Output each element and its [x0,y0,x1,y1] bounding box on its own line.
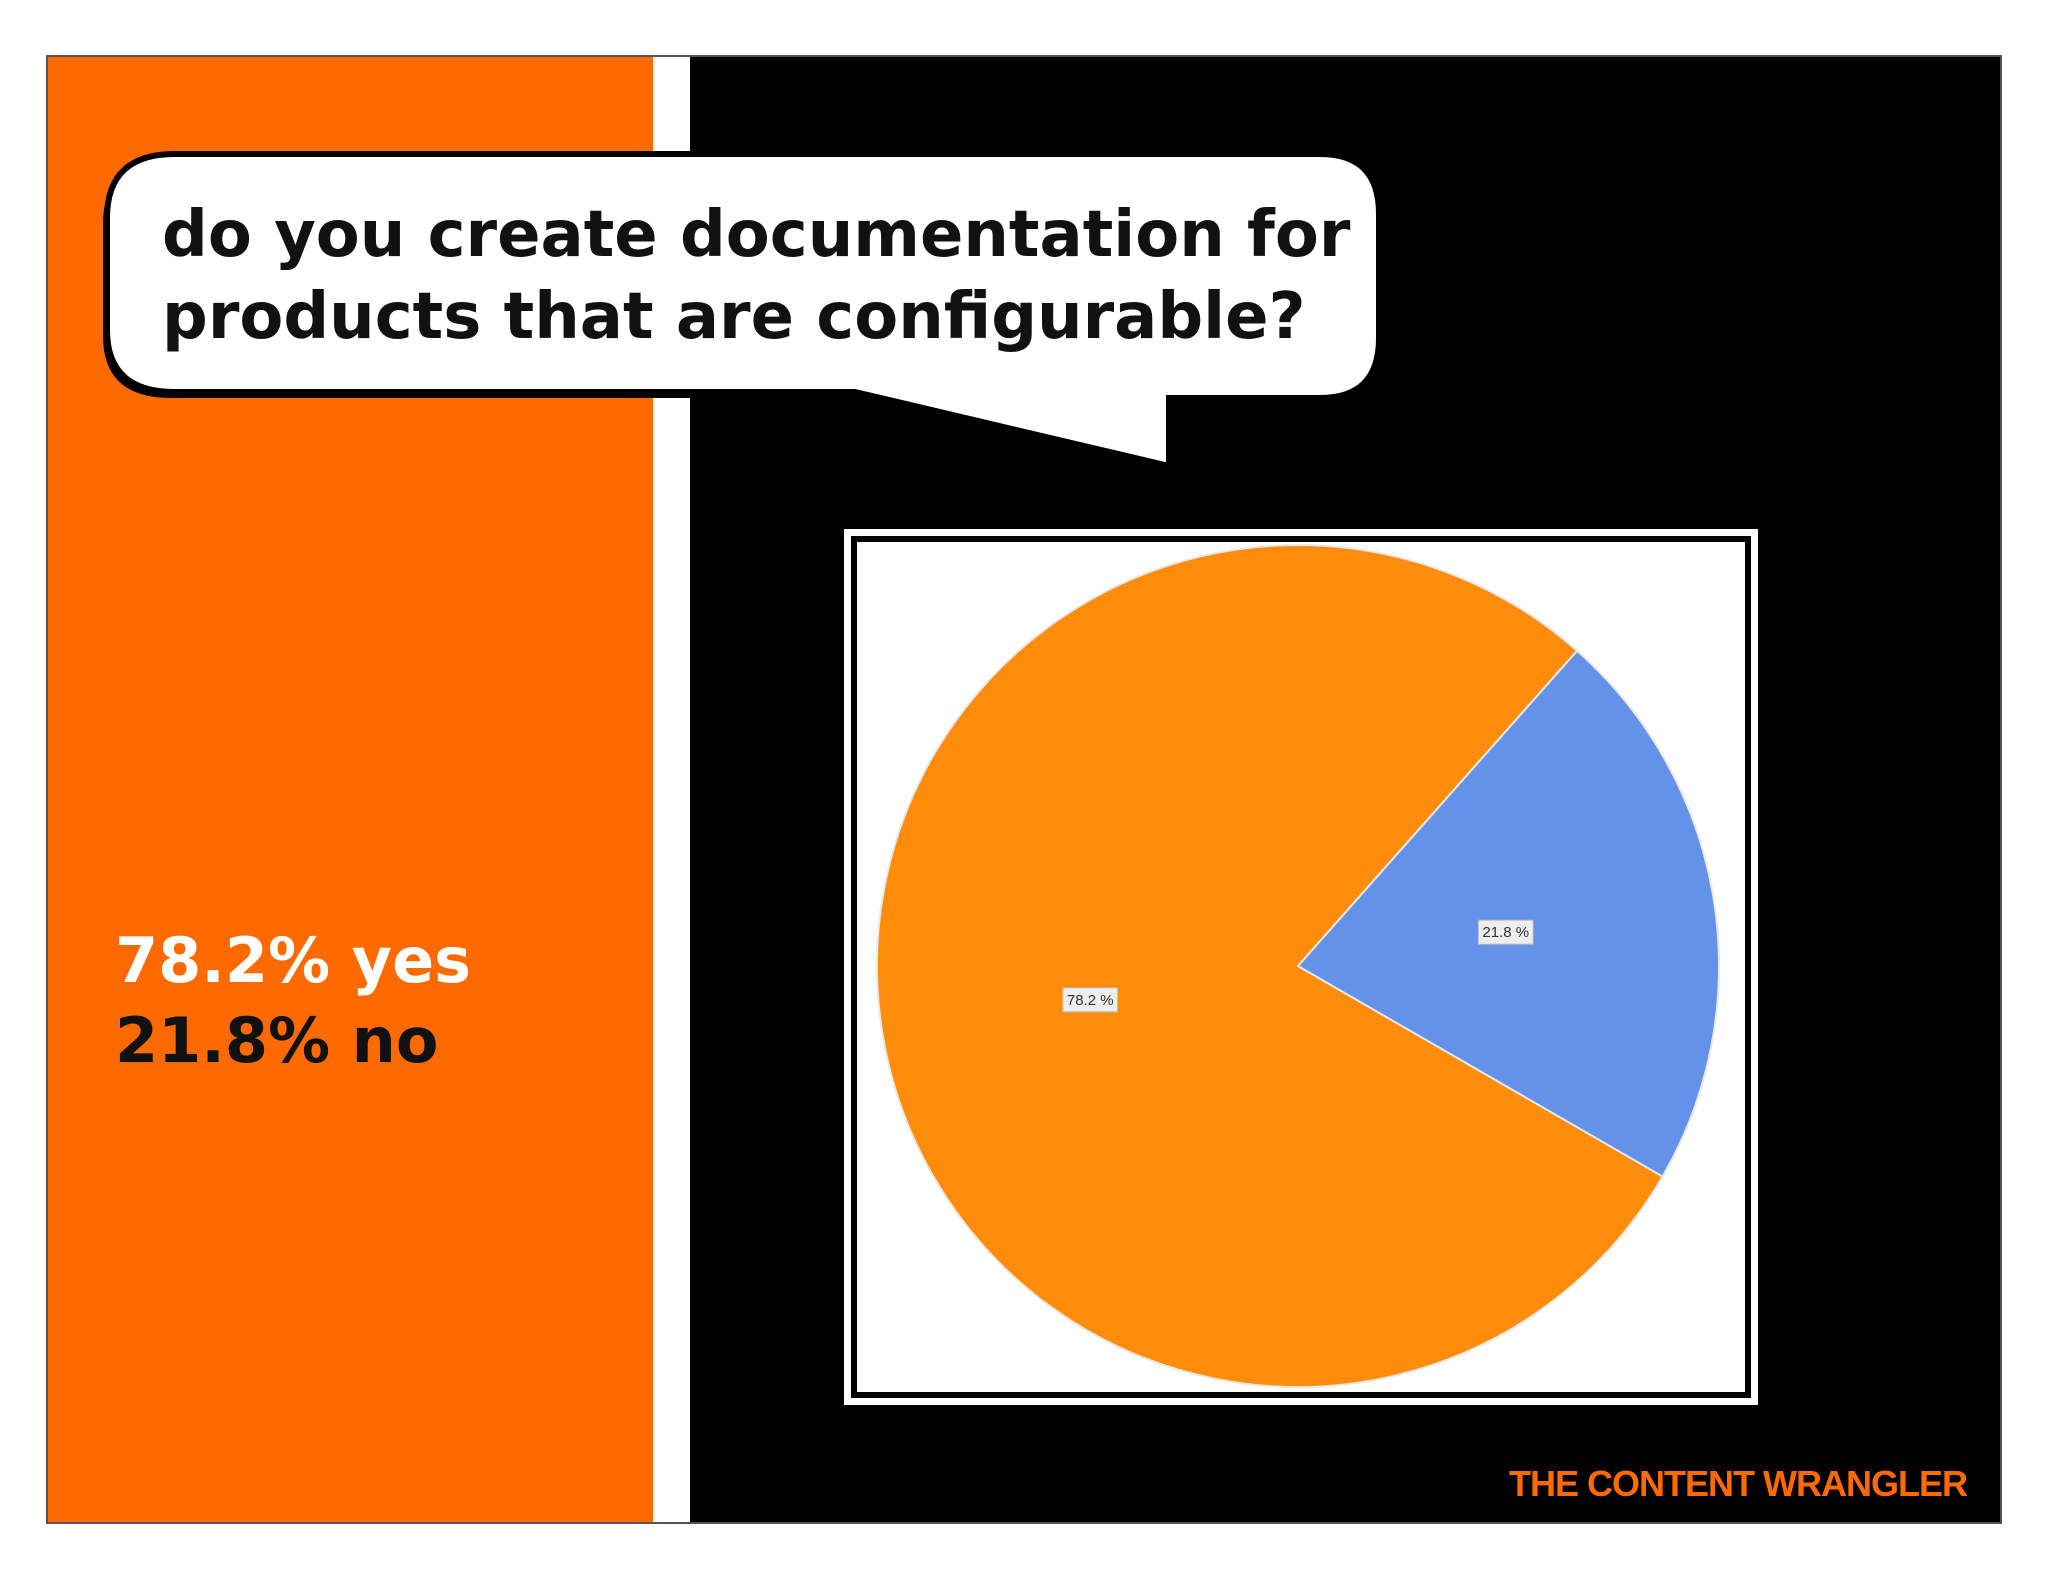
slice-label: 78.2 % [1067,992,1114,1009]
pie: 78.2 % 21.8 % [876,544,1721,1388]
pie-slice [876,544,1664,1388]
slice-label-box [1477,919,1534,945]
title-line: do you create documentation for [162,198,1351,272]
footer-brand: THE CONTENT WRANGLER [1509,1463,1968,1504]
slice-label: 21.8 % [1482,924,1529,941]
title-line: products that are configurable? [162,280,1306,354]
slide-border [46,55,2002,1524]
slice-label-box [1062,987,1119,1013]
frame-border [851,536,1751,1398]
summary-yes: 78.2% yes [115,924,471,997]
speech-bubble [104,151,1382,470]
pie-slice [1296,649,1721,1178]
summary-no: 21.8% no [115,1004,438,1077]
